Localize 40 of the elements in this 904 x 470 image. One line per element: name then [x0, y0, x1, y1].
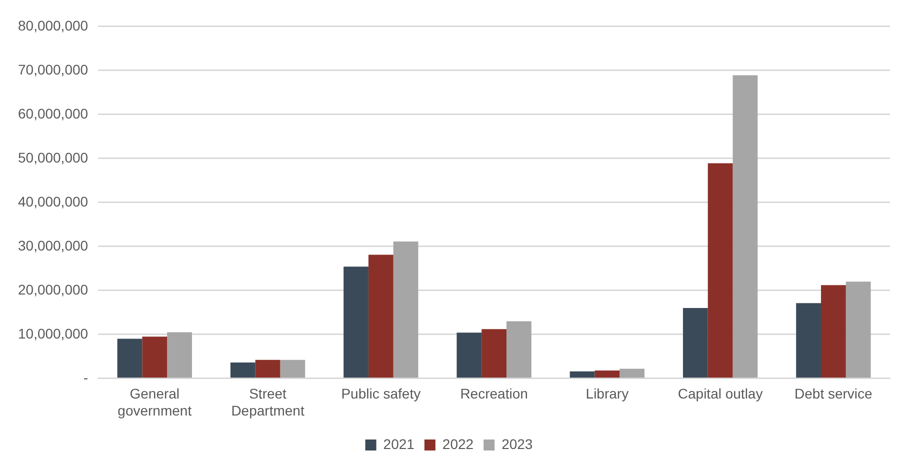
y-tick-label: 40,000,000 — [18, 193, 88, 210]
legend-label: 2022 — [442, 436, 474, 452]
y-tick-label: 60,000,000 — [18, 105, 88, 122]
x-tick-label: Street Department — [231, 386, 304, 418]
bar — [167, 332, 192, 378]
bar — [393, 242, 418, 378]
legend-label: 2021 — [383, 436, 415, 452]
bar — [620, 368, 644, 378]
bar — [456, 332, 482, 378]
bar — [796, 303, 821, 378]
x-tick-label: Capital outlay — [678, 386, 763, 402]
bar — [368, 254, 394, 378]
bar — [255, 360, 280, 378]
y-tick-label: 30,000,000 — [18, 237, 88, 254]
legend-label: 2023 — [502, 436, 533, 452]
x-tick-label: Debt service — [794, 386, 873, 402]
bar — [280, 360, 306, 378]
y-tick-label: 80,000,000 — [18, 17, 88, 34]
bar — [820, 285, 846, 378]
bar — [482, 329, 506, 378]
x-tick-label: Public safety — [341, 386, 421, 402]
bar — [682, 308, 708, 378]
x-tick-label: Recreation — [460, 386, 528, 402]
x-tick-label: General government — [118, 386, 192, 418]
x-tick-label: Library — [586, 386, 629, 402]
bar — [117, 338, 142, 378]
bar — [142, 336, 168, 378]
bar — [594, 370, 620, 378]
bar — [570, 371, 595, 378]
bar — [230, 362, 256, 378]
bar — [344, 266, 368, 378]
y-tick-label: - — [83, 369, 88, 386]
bar — [708, 163, 733, 378]
y-tick-label: 20,000,000 — [18, 281, 88, 298]
y-tick-label: 10,000,000 — [18, 325, 88, 342]
bar — [506, 321, 532, 378]
bar — [732, 75, 758, 378]
bar — [846, 282, 871, 378]
y-tick-label: 50,000,000 — [18, 149, 88, 166]
y-tick-label: 70,000,000 — [18, 61, 88, 78]
